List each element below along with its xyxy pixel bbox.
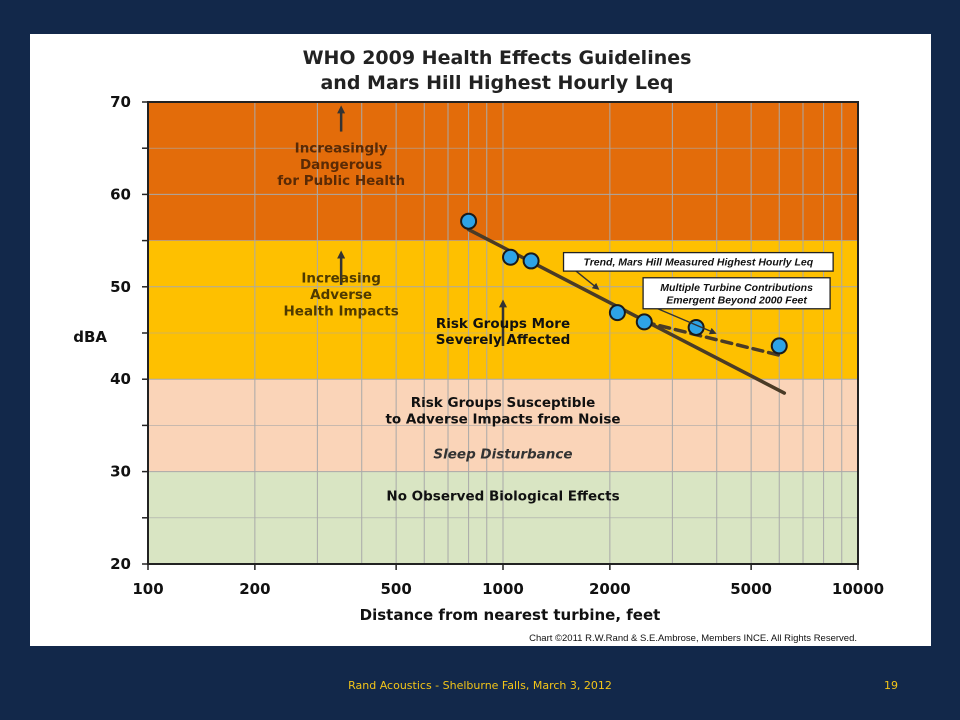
callout-pointer [573,268,600,290]
y-tick-label: 30 [110,463,131,481]
annotation-label-1: Risk Groups More Severely Affected [436,316,571,348]
y-axis-label: dBA [73,328,107,346]
data-point [460,212,478,230]
callout-box [642,277,831,310]
callout-text: Multiple Turbine Contributions Emergent B… [660,282,813,307]
y-tick-label: 40 [110,370,131,388]
callouts: Trend, Mars Hill Measured Highest Hourly… [562,251,834,335]
band-label-0: No Observed Biological Effects [386,488,619,504]
data-point [635,313,653,331]
y-tick-label: 70 [110,93,131,111]
footer-text: Rand Acoustics - Shelburne Falls, March … [348,679,612,692]
data-point [770,337,788,355]
chart-title-line-1: WHO 2009 Health Effects Guidelines [303,47,692,69]
grid-lines [148,102,858,564]
slide-panel: No Observed Biological Effects Risk Group… [30,34,931,646]
trend-lines [466,227,787,395]
plot-frame [142,101,859,570]
zone-arrows [337,105,507,346]
x-tick-label: 500 [380,580,411,598]
callout-1: Multiple Turbine Contributions Emergent B… [642,277,831,335]
annotation-label-0: Sleep Disturbance [433,447,572,463]
data-point [608,304,626,322]
who-health-effects-chart: No Observed Biological Effects Risk Group… [73,47,884,644]
trend-line [466,227,787,395]
zone-labels: No Observed Biological Effects Risk Group… [277,140,620,504]
x-tick-label: 100 [132,580,163,598]
tick-labels: 100 200 500 1000 2000 5000 10000 20 30 40 50 60 70 [110,93,884,598]
x-tick-label: 10000 [832,580,884,598]
callout-box [562,251,834,272]
data-point [502,248,520,266]
y-tick-label: 60 [110,185,131,203]
callout-text: Trend, Mars Hill Measured Highest Hourly… [583,257,813,269]
x-axis-label: Distance from nearest turbine, feet [360,606,661,624]
dashed-trend-line [642,320,781,357]
data-point [522,252,540,270]
callout-0: Trend, Mars Hill Measured Highest Hourly… [562,251,834,290]
band-label-2: Increasing Adverse Health Impacts [283,271,398,320]
y-tick-label: 50 [110,278,131,296]
x-tick-label: 2000 [589,580,631,598]
chart-credit: Chart ©2011 R.W.Rand & S.E.Ambrose, Memb… [529,633,857,644]
band-label-3: Increasingly Dangerous for Public Health [277,140,405,189]
x-tick-label: 5000 [730,580,772,598]
data-points [460,212,788,355]
chart-title-line-2: and Mars Hill Highest Hourly Leq [320,72,673,94]
x-tick-label: 1000 [482,580,524,598]
band-label-1: Risk Groups Susceptible to Adverse Impact… [385,395,620,427]
callout-pointer [652,306,717,335]
x-tick-label: 200 [239,580,270,598]
y-tick-label: 20 [110,555,131,573]
slide-number: 19 [884,679,898,692]
